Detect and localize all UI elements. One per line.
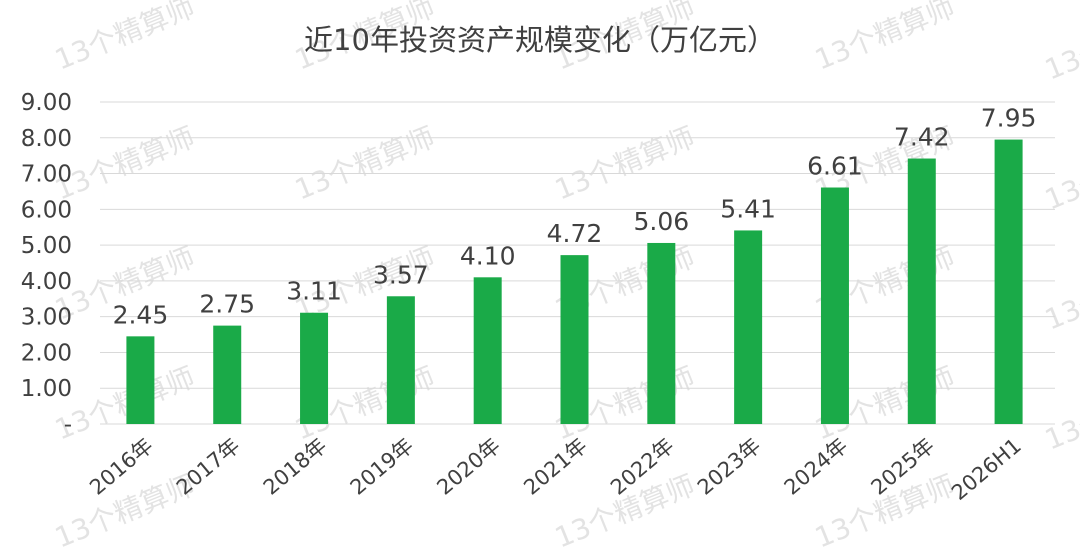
bar: [126, 336, 155, 424]
data-label: 7.95: [981, 104, 1037, 133]
bar: [213, 325, 242, 424]
y-tick-label: -: [64, 412, 72, 438]
y-tick-label: 8.00: [21, 126, 72, 152]
data-label: 2.45: [113, 300, 169, 329]
data-label: 5.06: [633, 207, 689, 236]
y-tick-label: 6.00: [21, 197, 72, 223]
x-tick-label: 2024年: [780, 433, 852, 499]
y-tick-label: 4.00: [21, 269, 72, 295]
y-tick-label: 5.00: [21, 233, 72, 259]
bar: [647, 242, 676, 424]
y-tick-label: 3.00: [21, 305, 72, 331]
bar: [386, 296, 415, 424]
bar: [560, 255, 589, 424]
x-tick-label: 2021年: [519, 433, 591, 499]
watermark-text: 13个精算师: [1040, 1, 1080, 87]
bar: [734, 230, 763, 424]
watermark-text: 13个精算师: [50, 0, 199, 76]
data-label: 4.10: [460, 241, 516, 270]
chart-title: 近10年投资资产规模变化（万亿元）: [304, 23, 776, 57]
y-tick-label: 7.00: [21, 162, 72, 188]
watermark-text: 13个精算师: [1040, 251, 1080, 337]
bar: [994, 139, 1023, 425]
y-axis: - 1.00 2.00 3.00 4.00 5.00 6.00 7.00 8.00 9.00: [21, 90, 72, 438]
bar: [473, 277, 502, 424]
data-label: 4.72: [547, 219, 603, 248]
y-tick-label: 2.00: [21, 340, 72, 366]
watermark-text: 13个精算师: [290, 121, 439, 207]
bar: [820, 187, 849, 424]
bar-layer: [126, 139, 1023, 425]
watermark-text: 13个精算师: [810, 0, 959, 76]
watermark-text: 13个精算师: [50, 121, 199, 207]
data-label: 7.42: [894, 123, 950, 152]
x-tick-label: 2019年: [346, 433, 418, 499]
x-tick-label: 2020年: [432, 433, 504, 499]
data-label: 2.75: [199, 290, 255, 319]
y-tick-label: 9.00: [21, 90, 72, 116]
x-tick-label: 2023年: [693, 433, 765, 499]
x-tick-label: 2026H1: [947, 433, 1026, 504]
watermark-text: 13个精算师: [550, 121, 699, 207]
bar: [300, 312, 329, 424]
bar: [907, 158, 936, 425]
watermark-text: 13个精算师: [50, 361, 199, 447]
x-axis: 2016年 2017年 2018年 2019年 2020年 2021年 2022年 2023年…: [85, 433, 1026, 504]
x-tick-label: 2017年: [172, 433, 244, 499]
data-label: 5.41: [720, 194, 776, 223]
x-tick-label: 2018年: [259, 433, 331, 499]
data-label: 6.61: [807, 152, 863, 181]
y-tick-label: 1.00: [21, 376, 72, 402]
data-label: 3.11: [286, 277, 342, 306]
data-label-layer: 2.45 2.75 3.11 3.57 4.10 4.72 5.06 5.41 6.61 7.42…: [113, 104, 1037, 330]
data-label: 3.57: [373, 260, 429, 289]
watermark-text: 13个精算师: [1040, 371, 1080, 457]
